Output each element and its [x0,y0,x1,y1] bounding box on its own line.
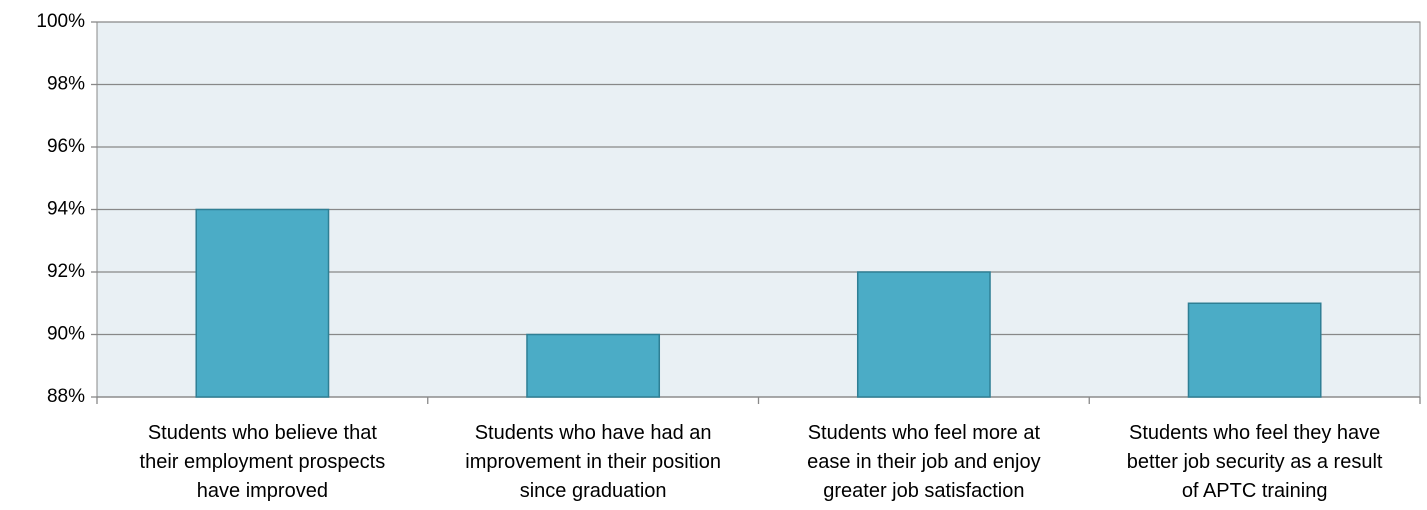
y-tick-label: 88% [47,386,85,407]
y-tick-label: 90% [47,324,85,345]
x-tick-label: Students who feel they have better job s… [1126,422,1383,502]
y-tick-label: 100% [36,11,85,32]
bar [856,271,991,398]
y-tick-label: 96% [47,136,85,157]
y-tick-label: 92% [47,261,85,282]
x-tick-label: Students who feel more at ease in their … [807,422,1041,502]
bar [1187,302,1322,398]
bar [526,333,661,398]
y-tick-label: 98% [47,74,85,95]
x-tick-label: Students who believe that their employme… [139,422,386,502]
x-tick-label: Students who have had an improvement in … [465,422,721,502]
bar [195,208,330,398]
y-tick-label: 94% [47,199,85,220]
